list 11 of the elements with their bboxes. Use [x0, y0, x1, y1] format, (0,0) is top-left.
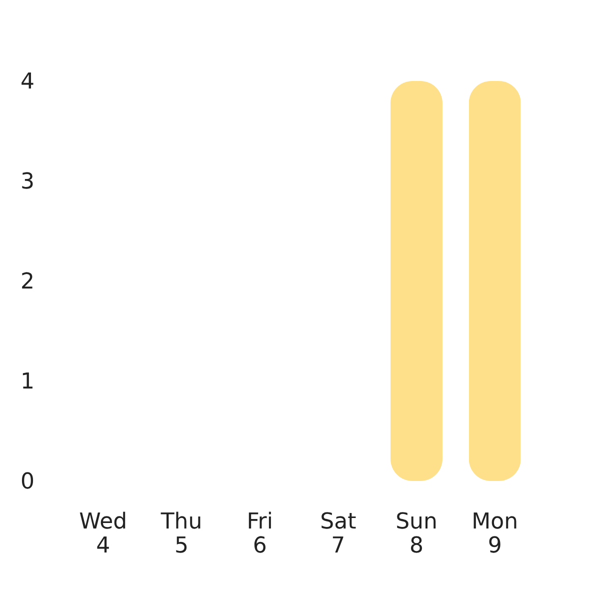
y-tick-label: 1 [20, 370, 34, 394]
x-tick-label: Fri 6 [246, 510, 273, 558]
y-tick-label: 3 [20, 170, 34, 194]
x-tick-label: Sun 8 [396, 510, 438, 558]
y-tick-label: 2 [20, 270, 34, 294]
y-tick-label: 4 [20, 70, 34, 94]
x-tick-label: Wed 4 [79, 510, 128, 558]
x-tick-label: Thu 5 [160, 510, 202, 558]
x-tick-label: Mon 9 [472, 510, 518, 558]
x-tick-label: Sat 7 [320, 510, 357, 558]
y-tick-label: 0 [20, 470, 34, 494]
